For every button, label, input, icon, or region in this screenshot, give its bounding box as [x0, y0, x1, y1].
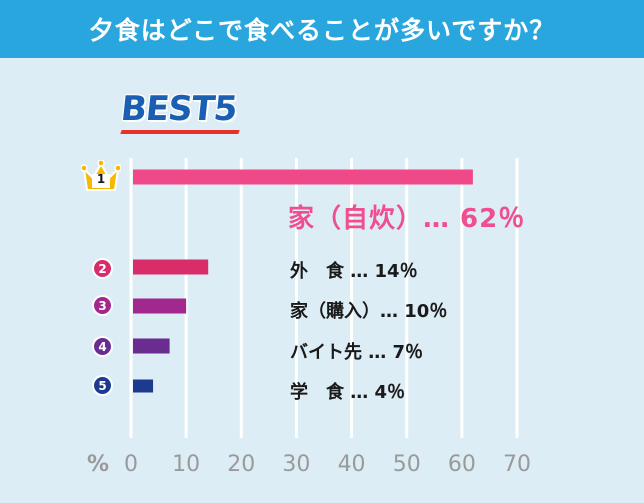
- x-tick-label-40: 40: [338, 452, 366, 477]
- rank-badge-2: 2: [92, 258, 113, 279]
- bar-4: [133, 338, 170, 354]
- x-tick-label-30: 30: [282, 452, 310, 477]
- rank-number-3: 3: [94, 297, 111, 314]
- data-label-2: 外 食 … 14％: [290, 261, 418, 282]
- x-tick-label-50: 50: [393, 452, 421, 477]
- data-label-5: 学 食 … 4％: [290, 382, 406, 403]
- rank-number-4: 4: [94, 338, 111, 355]
- bar-5: [133, 379, 154, 393]
- data-label-4: バイト先 … 7％: [290, 342, 424, 363]
- data-label-1: 家（自炊）… 62％: [288, 204, 526, 234]
- rank-number-5: 5: [94, 377, 111, 394]
- rank-number-1: 1: [96, 172, 106, 186]
- rank-badge-3: 3: [92, 295, 113, 316]
- rank-number-2: 2: [94, 260, 111, 277]
- x-tick-label-10: 10: [172, 452, 200, 477]
- title-bar: 夕食はどこで食べることが多いですか？: [0, 0, 644, 58]
- rank-badge-5: 5: [92, 375, 113, 396]
- bar-1: [133, 169, 473, 185]
- x-tick-label-70: 70: [503, 452, 531, 477]
- crown-icon: [81, 160, 121, 191]
- x-tick-label-60: 60: [448, 452, 476, 477]
- x-tick-label-0: 0: [124, 452, 138, 477]
- data-label-3: 家（購入）… 10％: [290, 301, 448, 322]
- x-tick-label-20: 20: [227, 452, 255, 477]
- bar-2: [133, 259, 209, 275]
- x-axis-unit-label: %: [87, 452, 109, 477]
- bar-3: [133, 298, 187, 314]
- rank-badge-4: 4: [92, 336, 113, 357]
- chart-title: 夕食はどこで食べることが多いですか？: [88, 16, 556, 45]
